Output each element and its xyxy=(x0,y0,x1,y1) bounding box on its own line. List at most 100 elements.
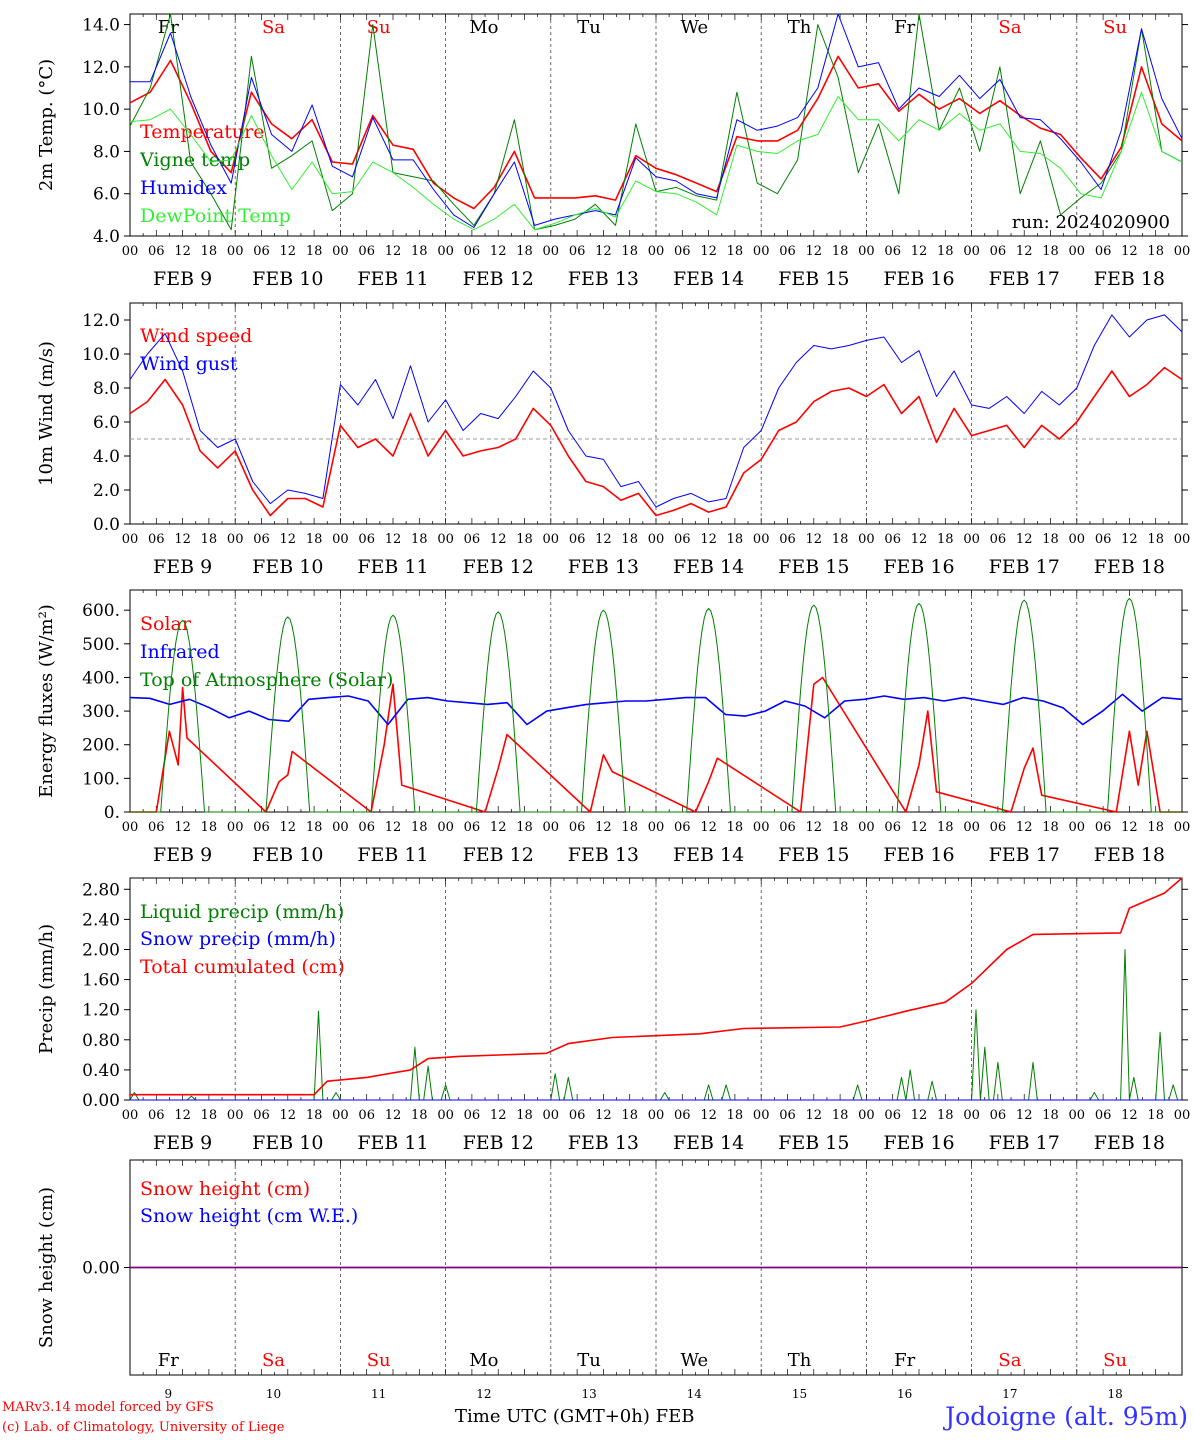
hour-tick-label: 00 xyxy=(858,1108,875,1123)
date-label: FEB 10 xyxy=(252,1132,323,1154)
hour-tick-label: 06 xyxy=(253,244,270,259)
hour-tick-label: 18 xyxy=(1042,1108,1059,1123)
hour-tick-label: 12 xyxy=(911,1108,928,1123)
date-label: FEB 10 xyxy=(252,844,323,866)
hour-tick-label: 06 xyxy=(884,820,901,835)
y-tick-label: 0.0 xyxy=(93,515,120,535)
hour-tick-label: 12 xyxy=(280,820,297,835)
hour-tick-label: 06 xyxy=(569,244,586,259)
legend-entry: Vigne temp xyxy=(139,149,250,171)
y-tick-label: 10.0 xyxy=(82,100,120,120)
y-axis-title: Snow height (cm) xyxy=(36,1187,57,1348)
hour-tick-label: 00 xyxy=(753,1108,770,1123)
legend-entry: Liquid precip (mm/h) xyxy=(140,901,344,923)
y-tick-label: 0.80 xyxy=(82,1031,120,1051)
hour-tick-label: 06 xyxy=(884,1108,901,1123)
hour-tick-label: 12 xyxy=(595,244,612,259)
hour-tick-label: 12 xyxy=(385,1108,402,1123)
series-line-wind-gust xyxy=(129,314,1183,508)
day-number-label: 18 xyxy=(1107,1387,1122,1400)
hour-tick-label: 06 xyxy=(148,1108,165,1123)
hour-tick-label: 18 xyxy=(411,820,428,835)
hour-tick-label: 12 xyxy=(385,244,402,259)
date-label: FEB 10 xyxy=(252,556,323,578)
weekday-label: Su xyxy=(1103,1350,1127,1371)
hour-tick-label: 12 xyxy=(280,532,297,547)
weekday-label: Sa xyxy=(262,17,285,38)
hour-tick-label: 00 xyxy=(648,820,665,835)
hour-tick-label: 06 xyxy=(884,244,901,259)
y-tick-label: 0.40 xyxy=(82,1061,120,1081)
hour-tick-label: 00 xyxy=(227,532,244,547)
date-label: FEB 10 xyxy=(252,268,323,290)
legend-entry: Total cumulated (cm) xyxy=(140,956,345,978)
run-label: run: 2024020900 xyxy=(1012,212,1170,233)
hour-tick-label: 12 xyxy=(490,820,507,835)
weekday-label: Fr xyxy=(894,17,915,38)
hour-tick-label: 06 xyxy=(253,532,270,547)
weekday-label: We xyxy=(680,1350,708,1371)
hour-tick-label: 12 xyxy=(174,820,191,835)
hour-tick-label: 00 xyxy=(1069,244,1086,259)
weekday-label: Tu xyxy=(577,17,601,38)
hour-tick-label: 18 xyxy=(937,820,954,835)
series-line-infrared xyxy=(129,693,1183,726)
hour-tick-label: 00 xyxy=(858,244,875,259)
date-label: FEB 12 xyxy=(463,1132,534,1154)
hour-tick-label: 12 xyxy=(806,1108,823,1123)
hour-tick-label: 00 xyxy=(963,820,980,835)
hour-tick-label: 00 xyxy=(963,532,980,547)
y-tick-label: 0.00 xyxy=(82,1259,120,1279)
legend-entry: Top of Atmosphere (Solar) xyxy=(140,669,393,691)
hour-tick-label: 06 xyxy=(674,1108,691,1123)
hour-tick-label: 12 xyxy=(1121,1108,1138,1123)
hour-tick-label: 00 xyxy=(1174,820,1191,835)
hour-tick-label: 00 xyxy=(122,244,139,259)
hour-tick-label: 00 xyxy=(122,820,139,835)
date-label: FEB 12 xyxy=(463,844,534,866)
hour-tick-label: 00 xyxy=(858,532,875,547)
hour-tick-label: 06 xyxy=(569,532,586,547)
y-tick-label: 4.0 xyxy=(93,227,120,247)
hour-tick-label: 18 xyxy=(516,820,533,835)
hour-tick-label: 12 xyxy=(490,532,507,547)
hour-tick-label: 12 xyxy=(700,820,717,835)
day-number-label: 17 xyxy=(1002,1387,1017,1400)
hour-tick-label: 12 xyxy=(1121,532,1138,547)
hour-tick-label: 18 xyxy=(937,244,954,259)
legend-entry: Wind gust xyxy=(140,353,238,375)
hour-tick-label: 00 xyxy=(753,820,770,835)
day-number-label: 11 xyxy=(371,1387,386,1400)
day-number-label: 10 xyxy=(266,1387,281,1400)
weekday-label: Tu xyxy=(577,1350,601,1371)
hour-tick-label: 12 xyxy=(1016,244,1033,259)
hour-tick-label: 00 xyxy=(1069,820,1086,835)
date-label: FEB 17 xyxy=(989,268,1060,290)
legend-entry: Snow precip (mm/h) xyxy=(140,928,336,950)
hour-tick-label: 12 xyxy=(174,1108,191,1123)
meteogram-svg: 4.0 6.0 8.0 10.0 12.0 14.0 2m Temp. (°C) Fr Sa Su… xyxy=(36,13,1191,1401)
hour-tick-label: 12 xyxy=(1016,532,1033,547)
hour-tick-label: 18 xyxy=(516,1108,533,1123)
date-label: FEB 15 xyxy=(778,1132,849,1154)
hour-tick-label: 06 xyxy=(674,820,691,835)
y-tick-label: 10.0 xyxy=(82,345,120,365)
y-tick-label: 0. xyxy=(104,803,120,823)
y-tick-label: 8.0 xyxy=(93,379,120,399)
y-tick-label: 14.0 xyxy=(82,16,120,36)
hour-tick-label: 06 xyxy=(358,820,375,835)
date-label: FEB 9 xyxy=(153,1132,212,1154)
weekday-label: Su xyxy=(367,17,391,38)
y-axis-title: Precip (mm/h) xyxy=(36,924,57,1054)
hour-tick-label: 12 xyxy=(1121,820,1138,835)
hour-tick-label: 06 xyxy=(253,1108,270,1123)
day-number-label: 12 xyxy=(476,1387,491,1400)
hour-tick-label: 18 xyxy=(1147,244,1164,259)
series-line-solar xyxy=(130,676,1182,813)
hour-tick-label: 00 xyxy=(437,244,454,259)
hour-tick-label: 12 xyxy=(911,244,928,259)
date-label: FEB 16 xyxy=(883,1132,954,1154)
hour-tick-label: 18 xyxy=(1147,1108,1164,1123)
date-label: FEB 11 xyxy=(357,1132,428,1154)
